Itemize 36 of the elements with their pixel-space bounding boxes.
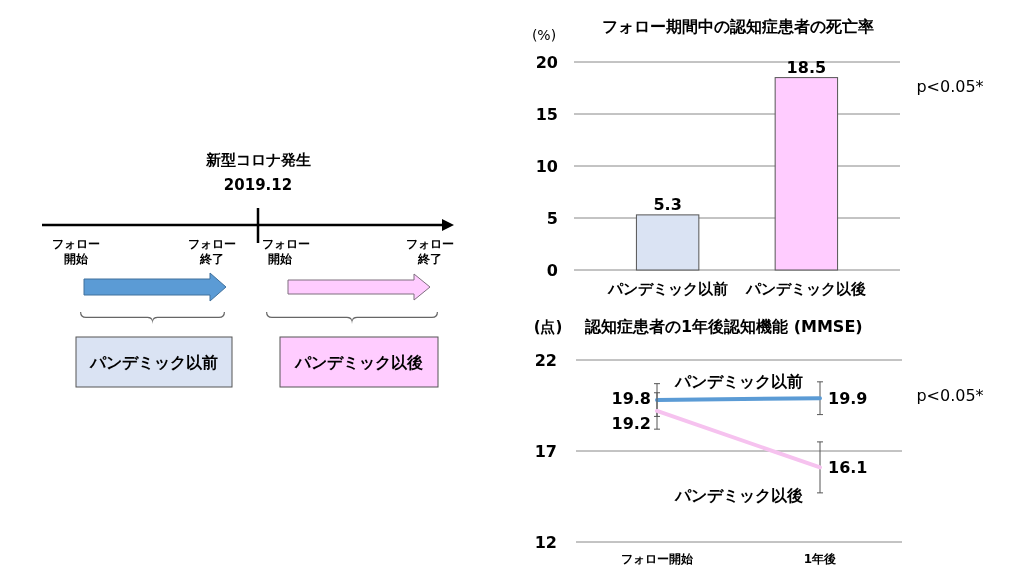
text: 2019.12	[223, 176, 293, 194]
text: パンデミック以後	[294, 353, 423, 372]
y-tick-label: 0	[546, 261, 558, 280]
text: 新型コロナ発生	[204, 151, 311, 169]
text: 終了	[417, 252, 442, 266]
chart-title: フォロー期間中の認知症患者の死亡率	[602, 17, 874, 36]
text: フォロー	[262, 237, 310, 251]
x-tick-label: 1年後	[803, 552, 837, 566]
y-tick-label: 10	[535, 157, 558, 176]
y-tick-label: 12	[534, 533, 557, 552]
y-tick-label: 15	[535, 105, 558, 124]
y-tick-label: 20	[535, 53, 558, 72]
text: p<0.05*	[916, 77, 984, 96]
chart-title: 認知症患者の1年後認知機能 (MMSE)	[584, 317, 863, 336]
text: フォロー	[406, 237, 454, 251]
y-tick-label: 22	[534, 351, 557, 370]
data-label: 19.2	[611, 413, 651, 433]
text: 開始	[268, 252, 293, 266]
text: 終了	[199, 252, 224, 266]
series-label: パンデミック以後	[673, 486, 803, 506]
data-label: 18.5	[786, 57, 827, 77]
text: フォロー	[52, 237, 100, 251]
data-label: 16.1	[828, 458, 868, 478]
data-label: 5.3	[653, 194, 682, 214]
text: 開始	[64, 252, 89, 266]
data-label: 19.8	[611, 389, 651, 409]
y-tick-label: 5	[546, 209, 558, 228]
series-label: パンデミック以前	[673, 372, 803, 392]
y-tick-label: 17	[534, 442, 557, 461]
text: フォロー	[188, 237, 236, 251]
text: パンデミック以前	[89, 353, 218, 372]
text: p<0.05*	[916, 386, 984, 405]
data-label: 19.9	[828, 389, 868, 409]
x-tick-label: フォロー開始	[621, 552, 694, 566]
y-axis-title: (%)	[531, 27, 557, 43]
y-axis-title: (点)	[533, 318, 563, 336]
